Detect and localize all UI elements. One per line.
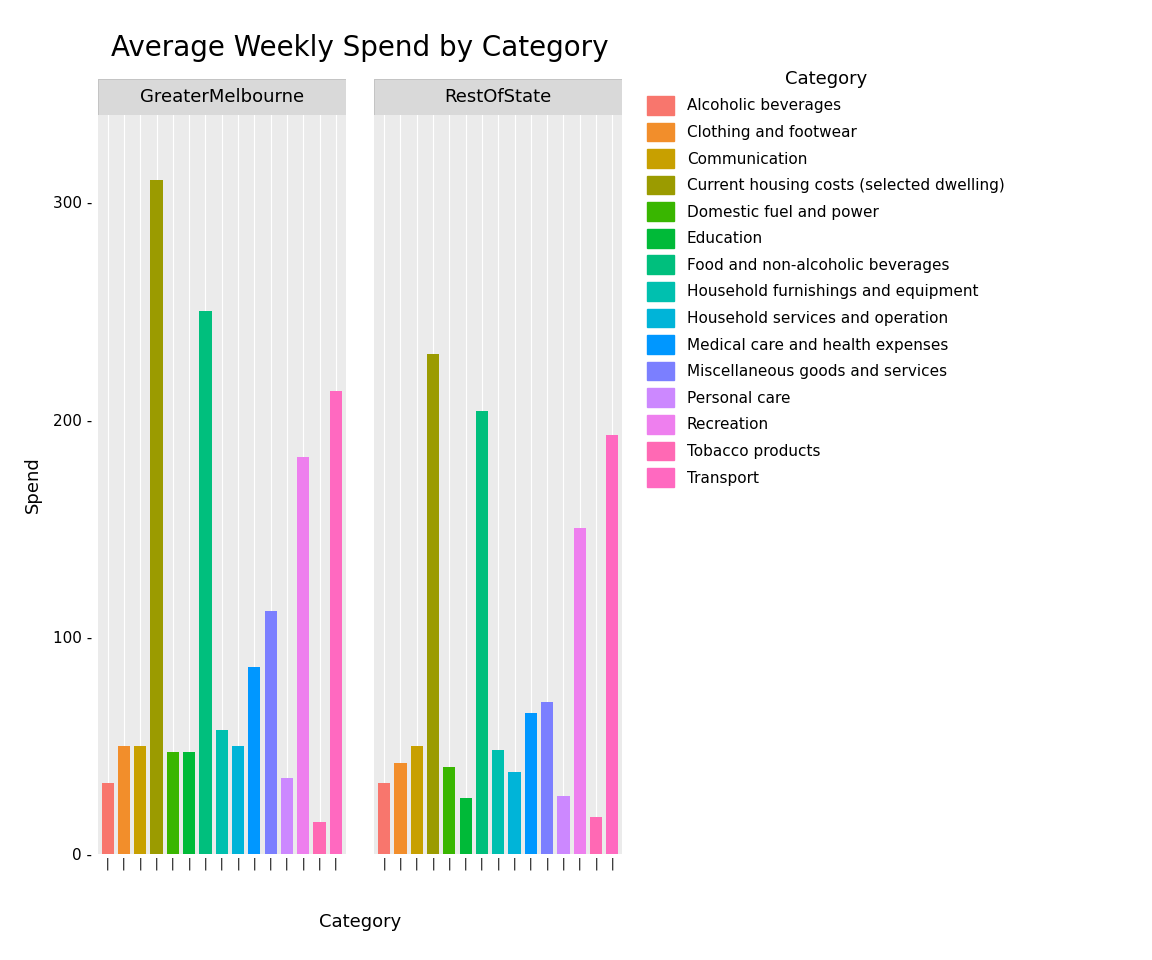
Bar [558, 796, 569, 854]
Bar [476, 411, 488, 854]
Bar [329, 392, 342, 854]
Bar [151, 180, 162, 854]
Bar [248, 667, 260, 854]
Text: GreaterMelbourne: GreaterMelbourne [139, 88, 304, 106]
Bar [281, 779, 293, 854]
Bar [606, 435, 619, 854]
Y-axis label: Spend: Spend [24, 456, 41, 514]
Bar [118, 746, 130, 854]
Bar [574, 528, 586, 854]
Legend: Alcoholic beverages, Clothing and footwear, Communication, Current housing costs: Alcoholic beverages, Clothing and footwe… [647, 70, 1005, 487]
Bar [183, 753, 196, 854]
Bar [460, 798, 472, 854]
Bar [508, 772, 521, 854]
Text: Average Weekly Spend by Category: Average Weekly Spend by Category [112, 34, 608, 62]
Text: Category: Category [319, 913, 401, 930]
Bar [378, 782, 391, 854]
Bar [167, 753, 179, 854]
Bar [199, 311, 212, 854]
Bar [427, 354, 439, 854]
Bar [297, 457, 310, 854]
Bar [313, 822, 326, 854]
Bar [410, 746, 423, 854]
Bar [232, 746, 244, 854]
Bar [134, 746, 146, 854]
Bar [265, 611, 276, 854]
Bar [541, 702, 553, 854]
Bar [444, 767, 455, 854]
Bar [524, 713, 537, 854]
Text: RestOfState: RestOfState [445, 88, 552, 106]
Bar [590, 818, 602, 854]
Bar [215, 731, 228, 854]
Bar [101, 782, 114, 854]
Bar [394, 763, 407, 854]
Bar [492, 750, 505, 854]
